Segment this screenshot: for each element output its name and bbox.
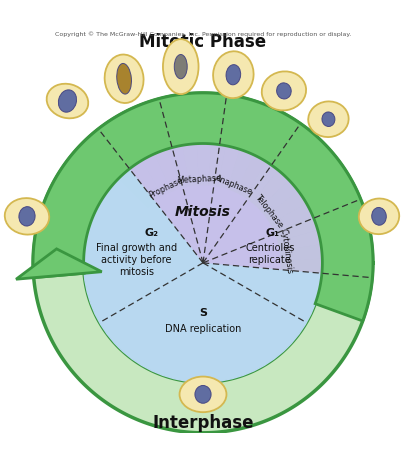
Ellipse shape <box>213 51 253 98</box>
Wedge shape <box>208 144 225 187</box>
Ellipse shape <box>104 54 143 103</box>
Ellipse shape <box>58 90 77 112</box>
Wedge shape <box>277 230 320 251</box>
Wedge shape <box>274 216 317 242</box>
Text: DNA replication: DNA replication <box>164 325 241 334</box>
Ellipse shape <box>19 207 35 226</box>
Text: G₂: G₂ <box>144 228 158 237</box>
Wedge shape <box>129 143 322 273</box>
Ellipse shape <box>179 377 226 412</box>
Text: Mitosis: Mitosis <box>175 205 230 219</box>
Text: Anaphase: Anaphase <box>214 174 254 197</box>
Polygon shape <box>33 93 372 433</box>
Ellipse shape <box>307 101 348 137</box>
Wedge shape <box>217 146 239 189</box>
Ellipse shape <box>194 385 211 403</box>
Text: Interphase: Interphase <box>152 414 253 431</box>
Ellipse shape <box>261 71 305 111</box>
Text: Centrioles
replicate: Centrioles replicate <box>245 243 294 265</box>
Text: Mitotic Phase: Mitotic Phase <box>139 33 266 51</box>
Text: S: S <box>198 308 207 318</box>
Text: Prophase: Prophase <box>147 176 185 200</box>
Wedge shape <box>279 244 322 260</box>
Wedge shape <box>269 203 312 232</box>
Wedge shape <box>258 180 298 216</box>
Ellipse shape <box>358 199 398 234</box>
Polygon shape <box>16 249 102 279</box>
Ellipse shape <box>5 198 49 235</box>
Ellipse shape <box>321 112 334 126</box>
Wedge shape <box>243 162 277 202</box>
Polygon shape <box>33 93 372 321</box>
Wedge shape <box>251 170 288 209</box>
Ellipse shape <box>174 54 187 79</box>
Ellipse shape <box>276 83 290 99</box>
Text: Metaphase: Metaphase <box>176 174 220 185</box>
Ellipse shape <box>226 65 240 85</box>
Wedge shape <box>264 191 306 224</box>
Ellipse shape <box>371 207 385 225</box>
Text: Final growth and
activity before
mitosis: Final growth and activity before mitosis <box>96 243 176 277</box>
Ellipse shape <box>116 64 131 94</box>
Ellipse shape <box>47 84 88 118</box>
Ellipse shape <box>162 39 198 94</box>
Circle shape <box>83 143 322 382</box>
Wedge shape <box>226 149 253 193</box>
Wedge shape <box>196 143 211 185</box>
Text: Cytokinesis: Cytokinesis <box>277 228 293 275</box>
Text: G₁: G₁ <box>265 228 279 237</box>
Text: Telophase: Telophase <box>252 193 284 230</box>
Text: Copyright © The McGraw-Hill Companies, Inc. Permission required for reproduction: Copyright © The McGraw-Hill Companies, I… <box>55 31 350 37</box>
Wedge shape <box>235 155 266 197</box>
Wedge shape <box>279 259 322 273</box>
